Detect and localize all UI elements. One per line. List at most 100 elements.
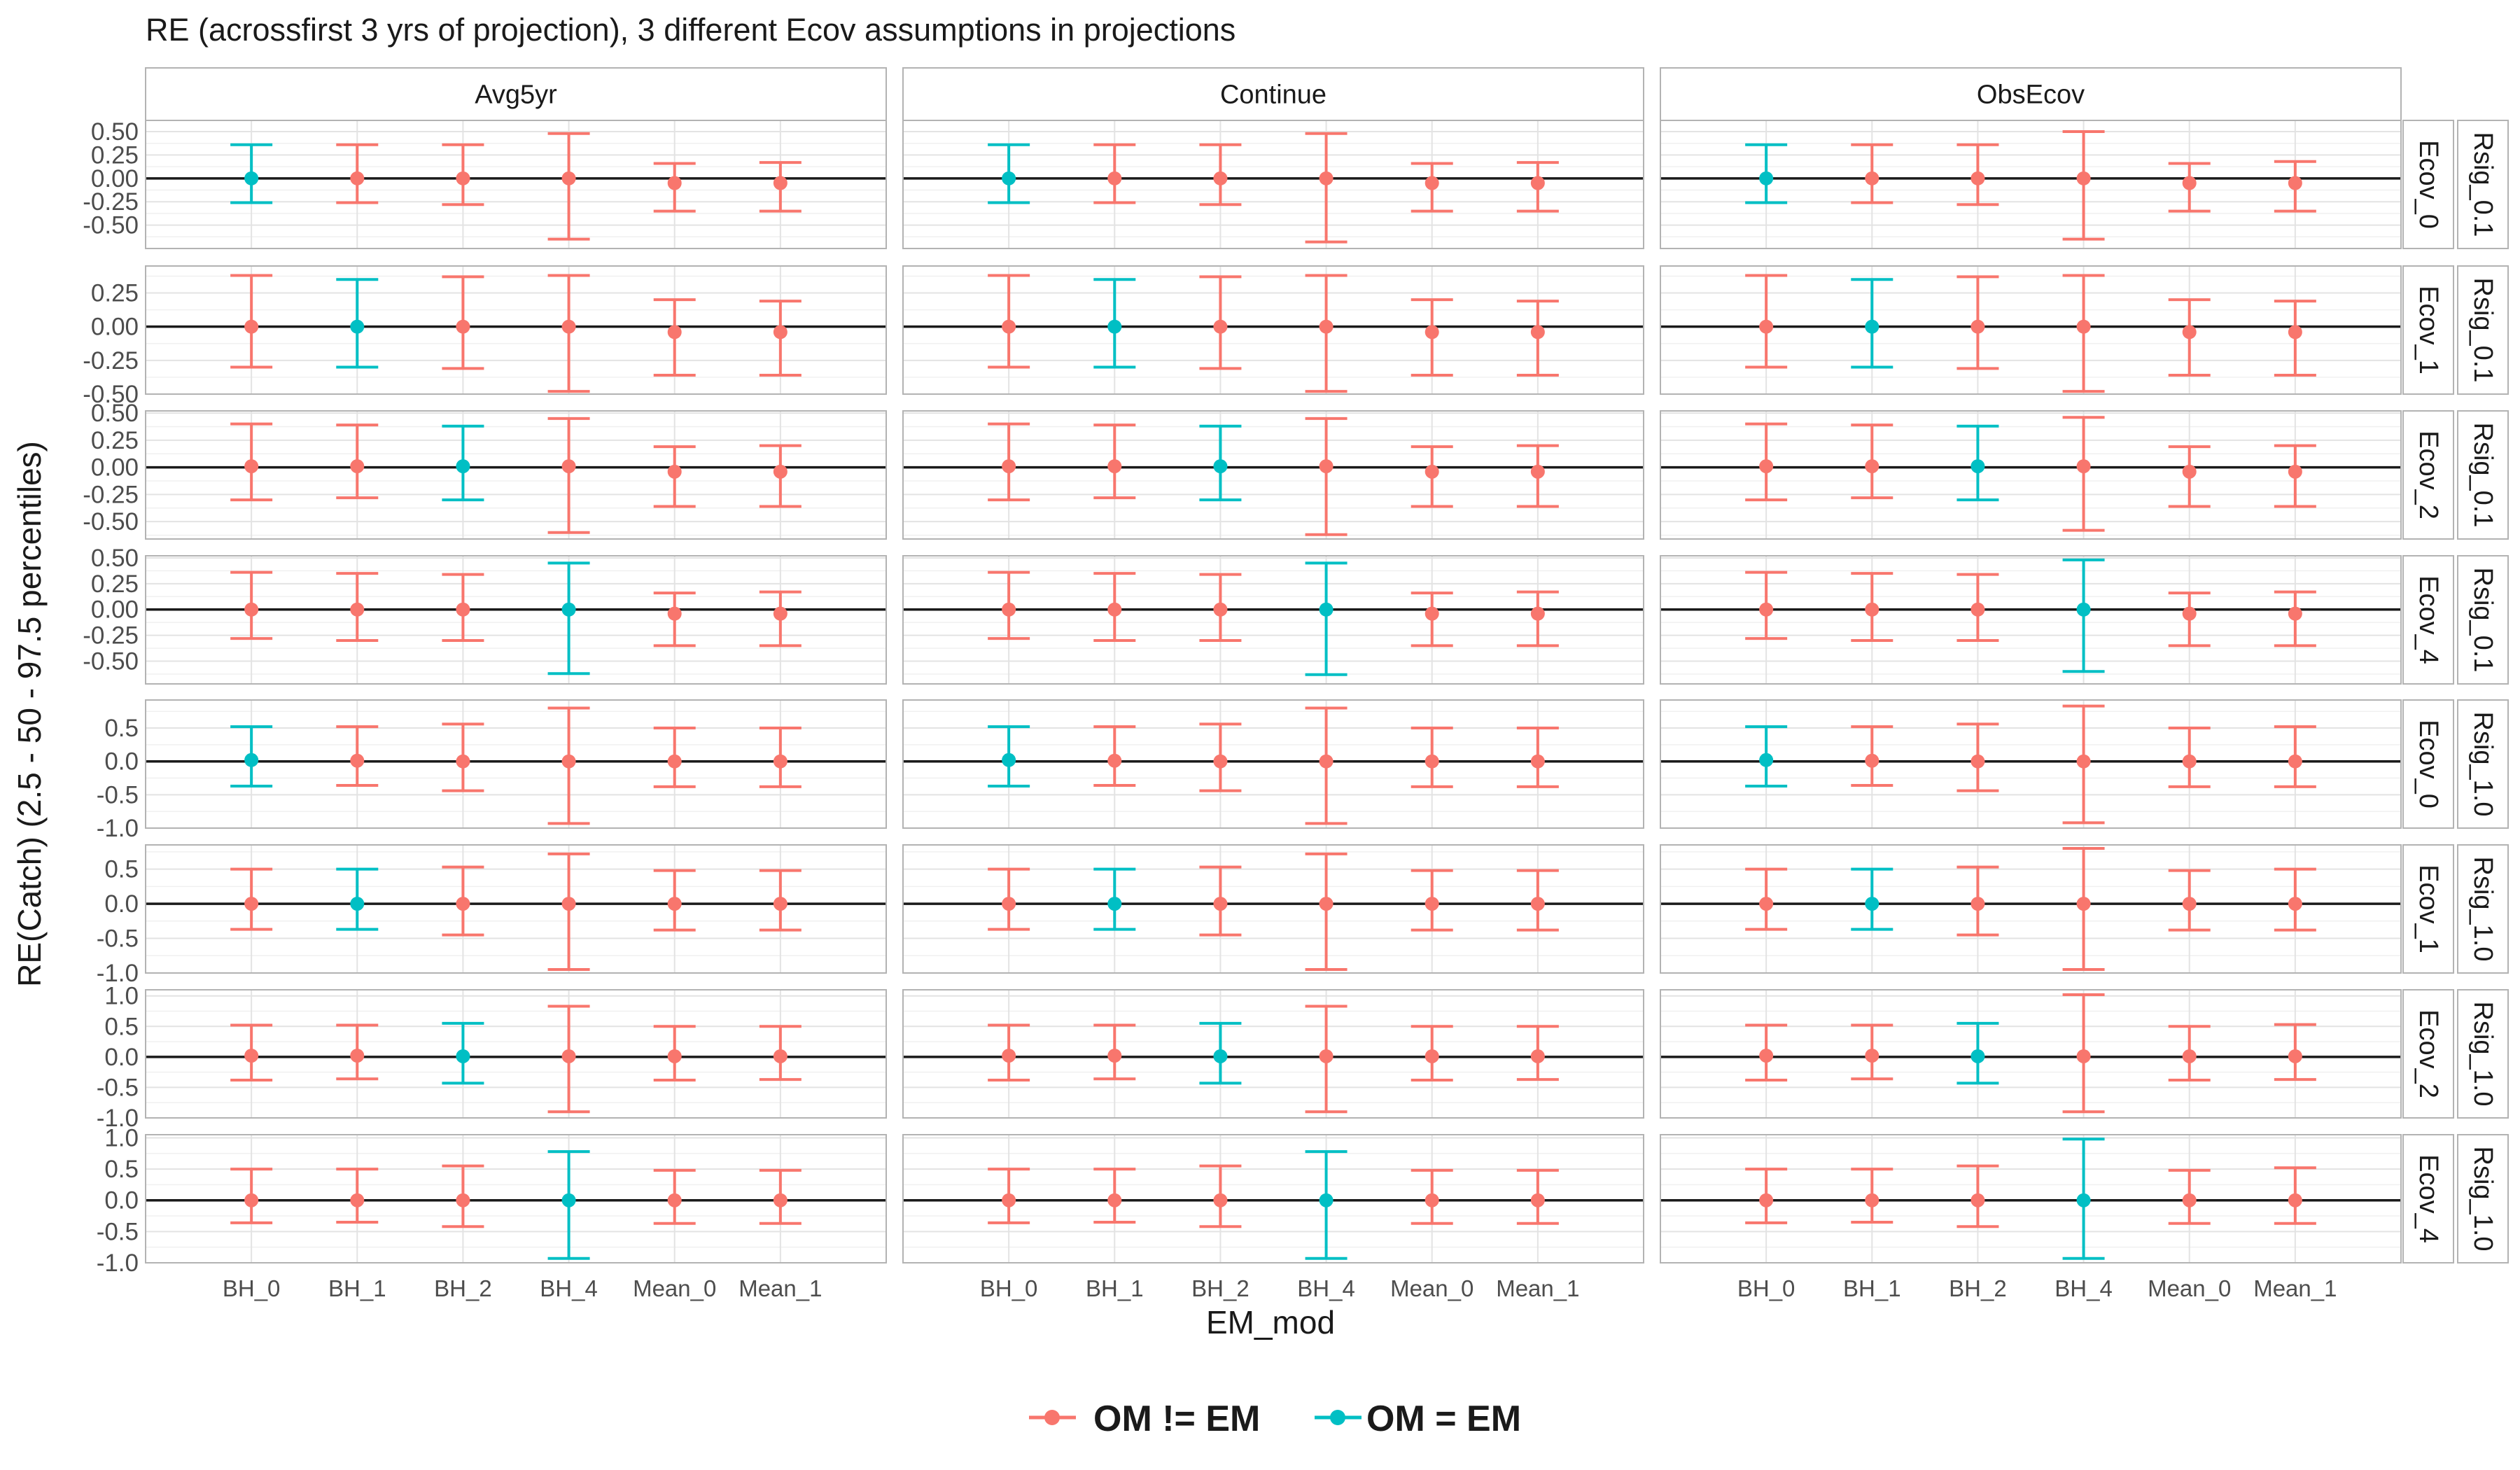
median-point	[456, 459, 470, 474]
facet-panel	[1660, 120, 2402, 249]
error-bar	[1745, 274, 1788, 369]
median-point	[773, 464, 788, 479]
y-tick-label: 0.0	[104, 1044, 139, 1071]
median-point	[1865, 319, 1879, 334]
median-point	[350, 459, 365, 474]
median-point	[773, 754, 788, 769]
median-point	[2182, 464, 2197, 479]
median-point	[456, 1193, 470, 1208]
median-point	[1002, 1049, 1016, 1063]
median-point	[667, 325, 682, 340]
median-point	[350, 1049, 365, 1063]
median-point	[1213, 754, 1228, 769]
y-tick-label: -0.5	[97, 781, 139, 808]
error-bar	[1745, 867, 1788, 931]
error-bar	[1851, 867, 1893, 931]
median-point	[244, 752, 259, 767]
median-point	[1319, 1049, 1334, 1063]
row-strip-rsig	[2457, 410, 2509, 540]
error-bar	[1516, 1025, 1559, 1082]
facet-panel	[1660, 265, 2402, 395]
median-point	[1213, 319, 1228, 334]
panel-border	[1660, 265, 2402, 395]
facet-panel	[902, 699, 1644, 829]
error-bar	[442, 143, 484, 206]
median-point	[1865, 459, 1879, 474]
row-strip-rsig	[2457, 265, 2509, 395]
error-bar	[759, 161, 802, 213]
error-bar	[2168, 162, 2211, 213]
error-bar	[1956, 865, 1999, 937]
y-tick-label: 0.0	[104, 748, 139, 776]
y-tick-label: -0.25	[83, 188, 139, 216]
median-point	[456, 171, 470, 186]
error-bar	[336, 867, 379, 931]
error-bar	[1199, 722, 1242, 792]
error-bar	[1305, 274, 1348, 393]
x-tick-label: BH_4	[540, 1275, 598, 1301]
error-bar	[2168, 592, 2211, 648]
median-point	[2182, 1193, 2197, 1208]
panel-border	[1660, 699, 2402, 829]
median-point	[2076, 171, 2091, 186]
x-tick-label: BH_2	[434, 1275, 492, 1301]
row-strip-rsig	[2457, 844, 2509, 974]
error-bar	[1851, 725, 1893, 787]
median-point	[456, 602, 470, 617]
error-bar	[442, 573, 484, 643]
median-point	[2288, 754, 2302, 769]
median-point	[1213, 171, 1228, 186]
median-point	[244, 171, 259, 186]
median-point	[456, 897, 470, 911]
error-bar	[336, 572, 379, 643]
x-tick-label: Mean_1	[738, 1275, 822, 1301]
error-bar	[1516, 869, 1559, 932]
median-point	[350, 602, 365, 617]
median-point	[1759, 319, 1774, 334]
y-axis-title: RE(Catch) (2.5 - 50 - 97.5 percentiles)	[11, 441, 48, 987]
error-bar	[1516, 727, 1559, 788]
error-bar	[1199, 424, 1242, 502]
row-strip-ecov-label: Ecov_1	[2414, 864, 2443, 953]
error-bar	[2274, 1166, 2316, 1225]
y-tick-label: -0.5	[97, 1074, 139, 1101]
error-bar	[442, 424, 484, 502]
median-point	[561, 171, 576, 186]
y-tick-label: -0.5	[97, 1218, 139, 1245]
y-tick-label: 0.0	[104, 1187, 139, 1214]
median-point	[1319, 897, 1334, 911]
y-tick-label: -0.25	[83, 481, 139, 508]
median-point	[1865, 897, 1879, 911]
facet-panel	[1660, 844, 2402, 974]
error-bar	[2062, 130, 2105, 241]
row-strip-ecov	[2402, 120, 2454, 249]
y-tick-label: 0.5	[104, 715, 139, 742]
error-bar	[230, 422, 273, 502]
error-bar	[653, 727, 696, 788]
error-bar	[1305, 132, 1348, 244]
y-tick-label: -0.25	[83, 347, 139, 374]
error-bar	[442, 722, 484, 792]
panel-border	[145, 265, 887, 395]
y-tick-label: 0.25	[91, 141, 139, 169]
error-bar	[1093, 867, 1136, 931]
median-point	[1107, 459, 1122, 474]
error-bar	[1199, 143, 1242, 206]
error-bar	[653, 298, 696, 377]
error-bar	[1199, 1021, 1242, 1085]
median-point	[2076, 602, 2091, 617]
legend-key-point	[1044, 1410, 1060, 1425]
median-point	[1759, 171, 1774, 186]
x-tick-label: BH_2	[1191, 1275, 1250, 1301]
error-bar	[1851, 424, 1893, 500]
error-bar	[1956, 1164, 1999, 1228]
error-bar	[1093, 143, 1136, 204]
column-strip-label: Avg5yr	[475, 80, 557, 110]
error-bar	[1745, 1023, 1788, 1082]
legend-key-point	[1330, 1410, 1345, 1425]
error-bar	[2168, 445, 2211, 508]
median-point	[1424, 1049, 1439, 1063]
legend-label: OM = EM	[1366, 1399, 1521, 1439]
median-point	[350, 753, 365, 768]
